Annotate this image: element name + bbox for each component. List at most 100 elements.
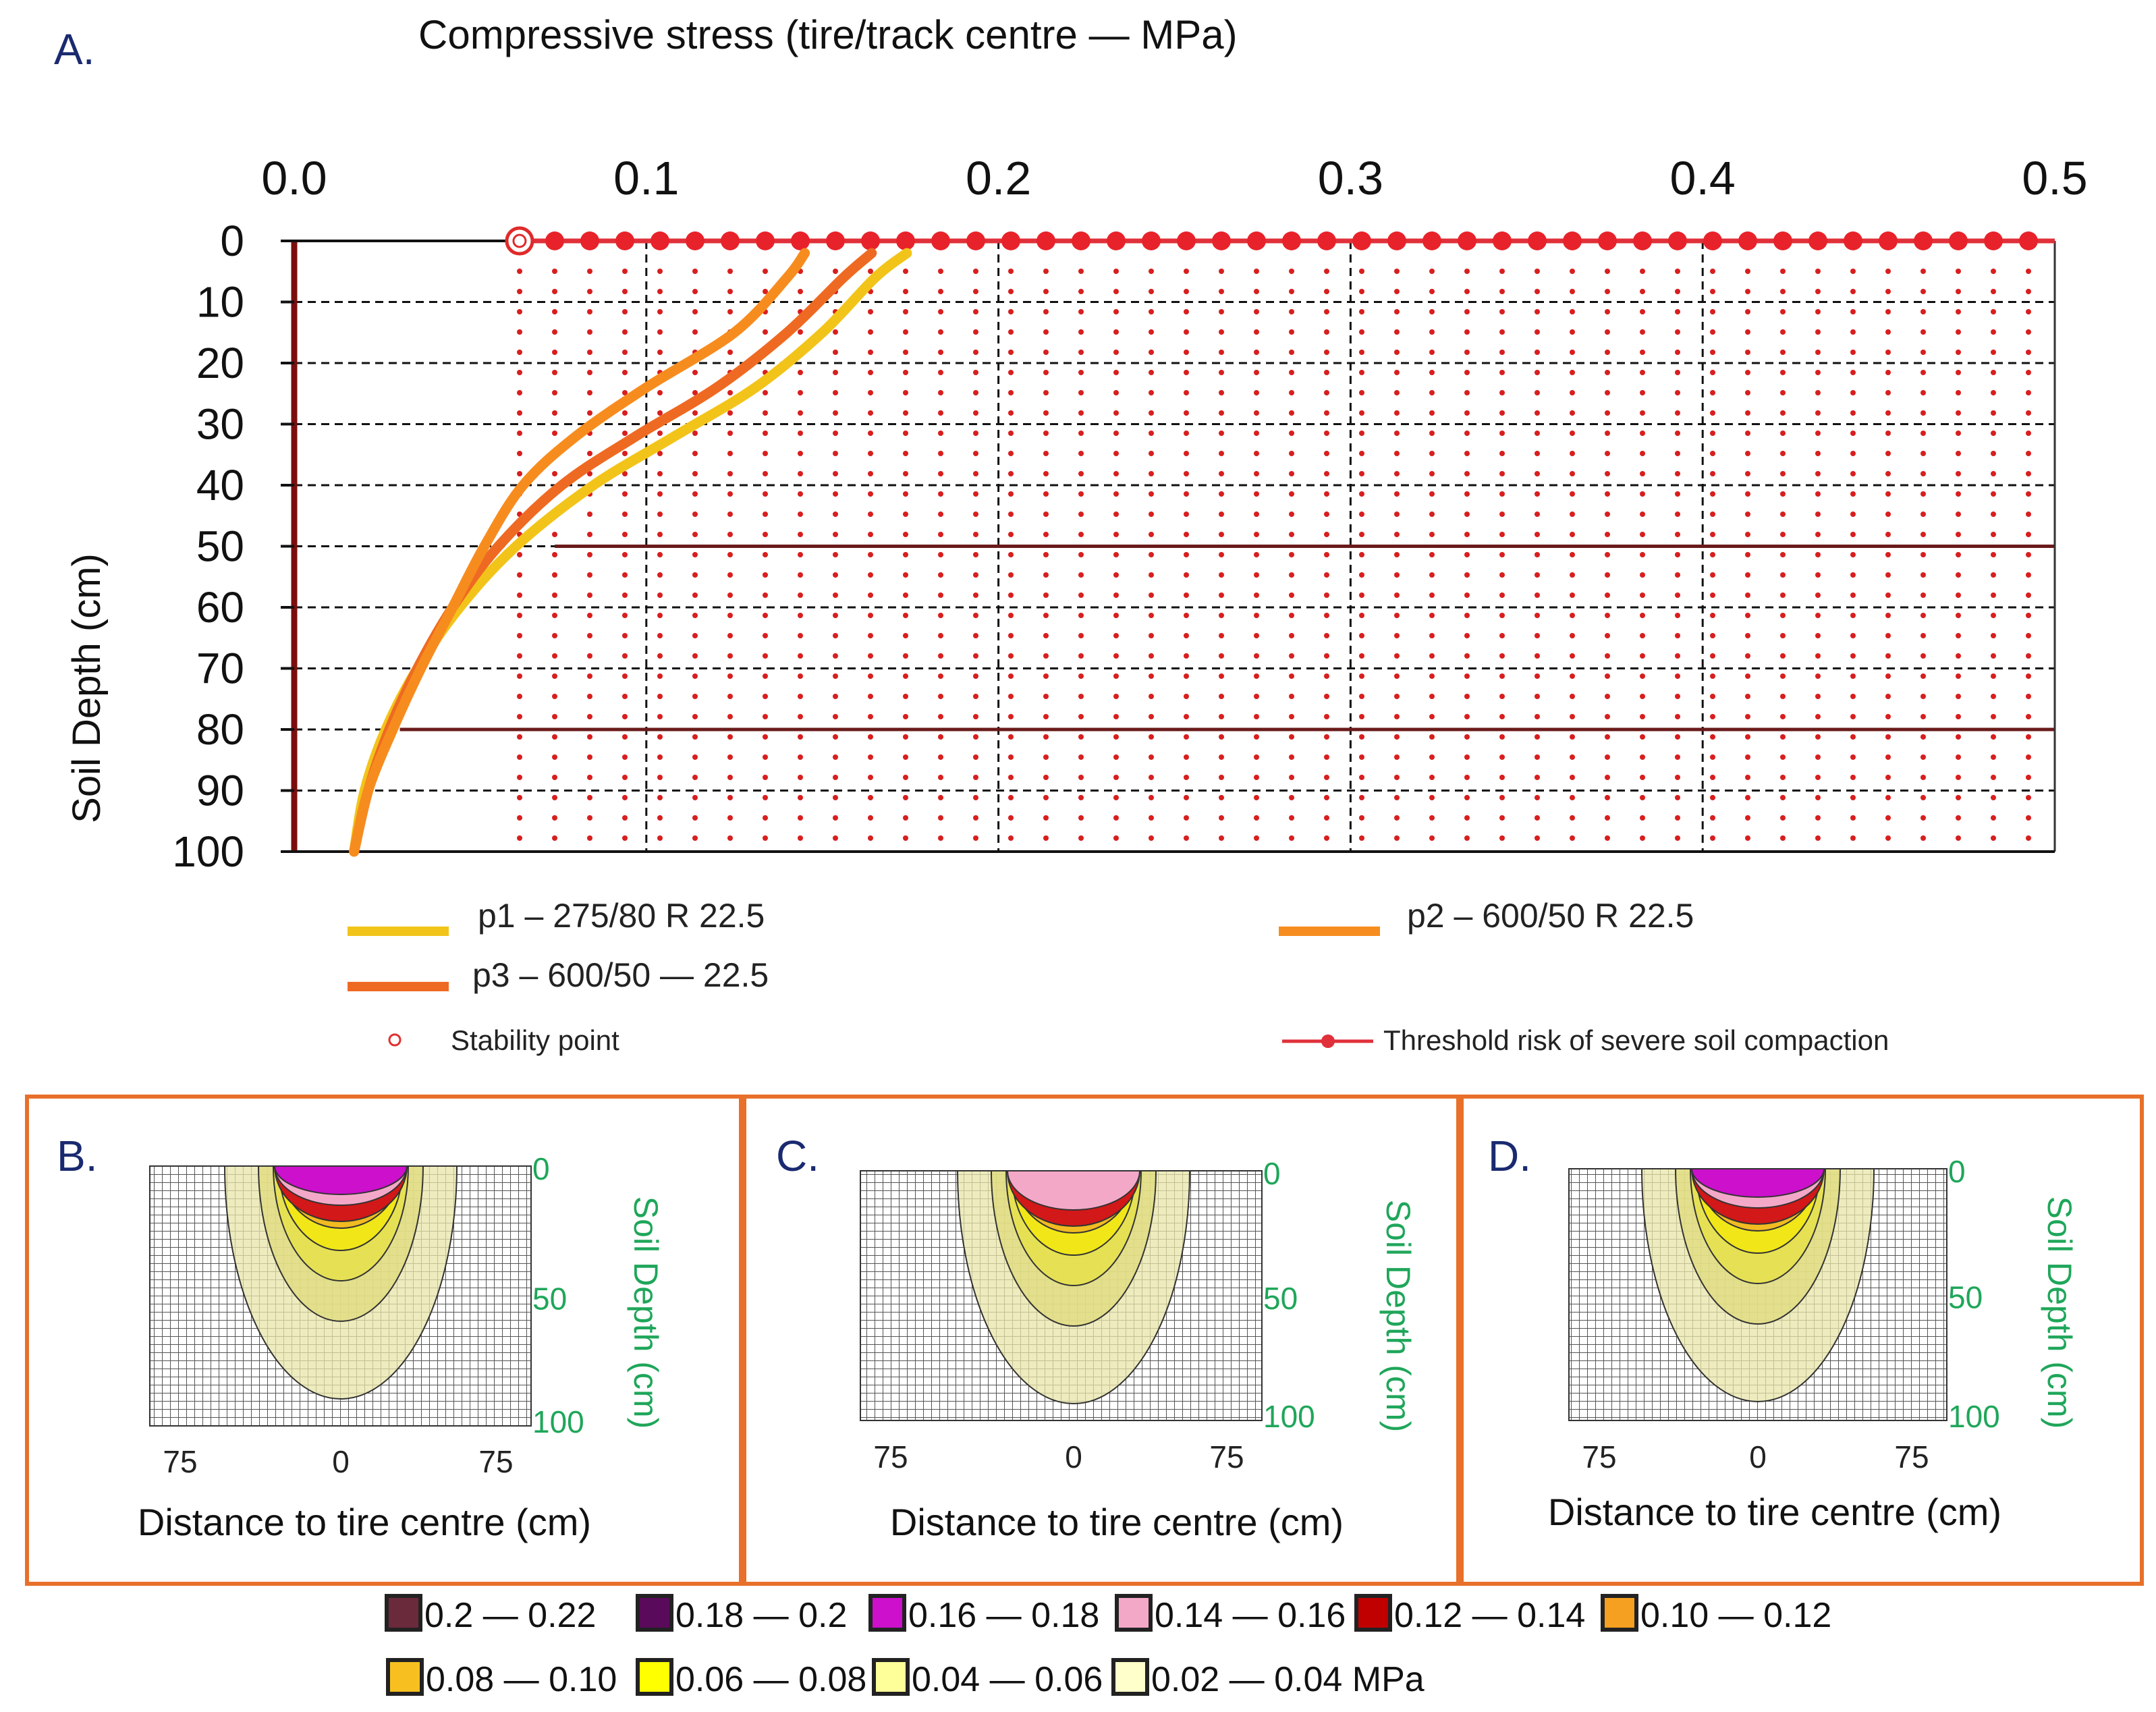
grid-dot — [1675, 835, 1680, 841]
grid-dot — [1780, 734, 1786, 740]
grid-dot — [517, 572, 522, 578]
grid-dot — [727, 512, 733, 517]
grid-dot — [1956, 309, 1961, 314]
grid-dot — [622, 269, 628, 274]
grid-dot — [1219, 552, 1224, 557]
grid-dot — [1008, 491, 1014, 497]
grid-dot — [1605, 835, 1610, 841]
grid-dot — [1043, 552, 1049, 557]
grid-dot — [938, 572, 943, 578]
grid-dot — [1956, 613, 1961, 618]
grid-dot — [1991, 269, 1996, 274]
heatmap-y-label: Soil Depth (cm) — [2041, 1196, 2078, 1429]
grid-dot — [727, 532, 733, 537]
grid-dot — [1113, 775, 1119, 780]
grid-dot — [727, 795, 733, 800]
grid-dot — [657, 451, 663, 456]
y-tick-label: 0 — [220, 217, 244, 265]
grid-dot — [1815, 572, 1821, 578]
threshold-point — [1738, 231, 1757, 250]
grid-dot — [1254, 370, 1259, 375]
grid-dot — [1289, 370, 1294, 375]
grid-dot — [1850, 451, 1856, 456]
y-tick-label: 80 — [196, 705, 244, 754]
grid-dot — [973, 653, 978, 659]
grid-dot — [657, 714, 663, 719]
grid-dot — [1043, 592, 1049, 598]
grid-dot — [1464, 309, 1470, 314]
grid-dot — [1394, 653, 1400, 659]
grid-dot — [552, 633, 557, 638]
heatmap-y-tick: 0 — [1263, 1156, 1281, 1191]
legend-range-label: 0.10 — 0.12 — [1640, 1596, 1831, 1635]
grid-dot — [1780, 390, 1786, 395]
grid-dot — [833, 471, 838, 476]
threshold-point — [1107, 231, 1126, 250]
grid-dot — [973, 552, 978, 557]
grid-dot — [903, 815, 908, 821]
grid-dot — [1499, 269, 1505, 274]
grid-dot — [1815, 592, 1821, 598]
grid-dot — [1394, 775, 1400, 780]
legend-label-p1: p1 – 275/80 R 22.5 — [478, 897, 765, 935]
grid-dot — [1605, 653, 1610, 659]
grid-dot — [1850, 329, 1856, 335]
panel-letter: D. — [1488, 1132, 1531, 1180]
grid-dot — [763, 572, 768, 578]
grid-dot — [903, 471, 908, 476]
grid-dot — [1640, 592, 1645, 598]
grid-dot — [1078, 694, 1084, 699]
grid-dot — [552, 835, 557, 841]
grid-dot — [1359, 694, 1364, 699]
grid-dot — [868, 572, 873, 578]
threshold-point — [1773, 231, 1792, 250]
grid-dot — [1850, 835, 1856, 841]
grid-dot — [1710, 350, 1715, 355]
panel-frames — [25, 1095, 2144, 1586]
grid-dot — [1780, 289, 1786, 294]
grid-dot — [1113, 734, 1119, 740]
grid-dot — [1675, 289, 1680, 294]
grid-dot — [1289, 592, 1294, 598]
grid-dot — [1605, 552, 1610, 557]
grid-dot — [763, 815, 768, 821]
heatmap-x-label: Distance to tire centre (cm) — [890, 1501, 1344, 1543]
grid-dot — [587, 592, 592, 598]
grid-dot — [1149, 269, 1154, 274]
grid-dot — [1535, 775, 1540, 780]
grid-dot — [622, 613, 628, 618]
grid-dot — [1184, 795, 1189, 800]
grid-dot — [1815, 390, 1821, 395]
grid-dot — [1394, 694, 1400, 699]
grid-dot — [1324, 694, 1329, 699]
grid-dot — [1359, 754, 1364, 760]
grid-dot — [833, 775, 838, 780]
grid-dot — [798, 714, 803, 719]
threshold-point — [826, 231, 845, 250]
grid-dot — [833, 451, 838, 456]
threshold-point — [1598, 231, 1617, 250]
grid-dot — [727, 754, 733, 760]
grid-dot — [903, 673, 908, 679]
grid-dot — [2026, 775, 2031, 780]
grid-dot — [1324, 795, 1329, 800]
grid-dot — [1429, 572, 1435, 578]
grid-dot — [903, 309, 908, 314]
grid-dot — [763, 471, 768, 476]
legend-stability-marker — [388, 1033, 402, 1047]
threshold-point — [1072, 231, 1090, 250]
grid-dot — [1464, 592, 1470, 598]
grid-dot — [798, 653, 803, 659]
grid-dot — [1184, 329, 1189, 335]
grid-dot — [587, 512, 592, 517]
grid-dot — [1184, 532, 1189, 537]
grid-dot — [657, 754, 663, 760]
grid-dot — [903, 451, 908, 456]
grid-dot — [1570, 370, 1575, 375]
grid-dot — [517, 734, 522, 740]
grid-dot — [1359, 269, 1364, 274]
grid-dot — [1008, 390, 1014, 395]
grid-dot — [1113, 471, 1119, 476]
grid-dot — [1991, 329, 1996, 335]
grid-dot — [938, 269, 943, 274]
